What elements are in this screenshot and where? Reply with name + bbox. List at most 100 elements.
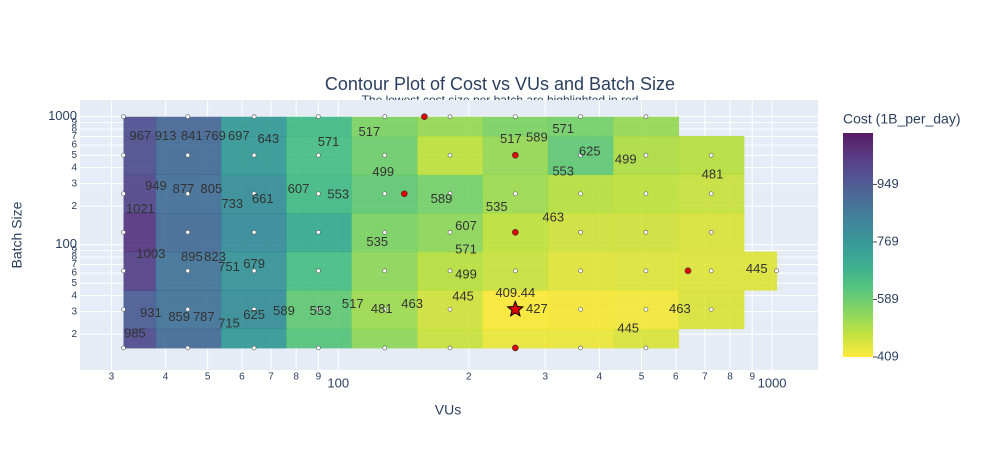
- sample-point: [382, 229, 388, 235]
- sample-point: [185, 345, 191, 351]
- sample-point: [251, 152, 257, 158]
- sample-point: [708, 268, 714, 274]
- sample-point: [382, 345, 388, 351]
- sample-point: [447, 152, 453, 158]
- contour-cell: [417, 116, 484, 137]
- y-tick-label: 3: [71, 306, 77, 317]
- contour-label: 769: [204, 128, 226, 143]
- x-tick-label: 2: [466, 372, 472, 383]
- x-tick-label: 6: [239, 372, 245, 383]
- chart-title: Contour Plot of Cost vs VUs and Batch Si…: [325, 74, 675, 94]
- contour-cell: [123, 213, 157, 253]
- sample-point: [251, 268, 257, 274]
- contour-cell: [123, 135, 157, 175]
- sample-point: [251, 114, 257, 119]
- highlight-point: [512, 228, 519, 236]
- contour-label: 607: [288, 181, 310, 196]
- contour-label: 589: [431, 191, 453, 206]
- y-tick-label: 2: [71, 329, 77, 340]
- contour-label: 679: [243, 256, 265, 271]
- contour-label: 589: [273, 303, 295, 318]
- y-tick-label: 7: [71, 259, 77, 270]
- y-tick-label: 100: [55, 236, 77, 251]
- contour-cell: [155, 328, 222, 349]
- contour-label: 517: [500, 131, 522, 146]
- sample-point: [578, 229, 583, 235]
- contour-label: 805: [200, 181, 222, 196]
- y-tick-label: 4: [71, 162, 77, 173]
- contour-cell: [613, 116, 680, 137]
- sample-point: [578, 191, 583, 197]
- sample-point: [382, 191, 388, 197]
- sample-point: [578, 345, 583, 351]
- y-tick-label: 5: [71, 278, 77, 289]
- y-tick-label: 3: [71, 178, 77, 189]
- sample-point: [185, 307, 191, 312]
- contour-label: 661: [252, 191, 274, 206]
- sample-point: [251, 229, 257, 235]
- best-point: [506, 300, 525, 317]
- sample-point: [643, 229, 649, 235]
- contour-cell: [613, 328, 680, 349]
- contour-cell: [482, 328, 549, 349]
- y-tick-label: 6: [71, 268, 77, 279]
- x-tick-label: 7: [702, 372, 708, 383]
- best-annotation: 409.44: [495, 285, 535, 300]
- sample-point: [185, 152, 191, 158]
- sample-point: [578, 114, 583, 119]
- y-tick-label: 9: [71, 245, 77, 256]
- contour-label: 733: [221, 196, 243, 211]
- sample-point: [121, 152, 126, 158]
- contour-label: 1003: [136, 246, 165, 261]
- contour-cell: [123, 251, 157, 291]
- sample-point: [251, 191, 257, 197]
- contour-label: 499: [372, 164, 394, 179]
- y-tick-label: 2: [71, 201, 77, 212]
- sample-point: [316, 345, 321, 351]
- sample-point: [643, 345, 649, 351]
- contour-cell: [743, 251, 778, 291]
- contour-label: 481: [371, 301, 393, 316]
- sample-point: [578, 307, 583, 312]
- x-tick-label: 9: [316, 372, 322, 383]
- contour-label: 481: [702, 166, 724, 181]
- contour-label: 751: [218, 259, 240, 274]
- x-axis-label: VUs: [435, 402, 461, 418]
- sample-point: [643, 268, 649, 274]
- contour-label: 625: [579, 143, 601, 158]
- x-tick-label: 5: [639, 372, 645, 383]
- sample-point: [708, 152, 714, 158]
- contour-cell: [220, 116, 287, 137]
- contour-label: 445: [452, 288, 474, 303]
- contour-cell: [547, 328, 614, 349]
- sample-point: [643, 114, 649, 119]
- sample-point: [447, 191, 453, 197]
- contour-label: 895: [181, 249, 203, 264]
- contour-label: 427: [526, 301, 548, 316]
- contour-label: 571: [318, 134, 340, 149]
- contour-label: 931: [140, 305, 162, 320]
- colorbar-tick-label: 769: [877, 233, 899, 248]
- sample-point: [578, 152, 583, 158]
- y-tick-label: 8: [71, 252, 77, 263]
- sample-point: [643, 191, 649, 197]
- sample-point: [121, 345, 126, 351]
- sample-point: [251, 345, 257, 351]
- sample-point: [316, 229, 321, 235]
- x-tick-label: 1000: [758, 375, 787, 390]
- x-tick-label: 4: [163, 372, 169, 383]
- highlight-point: [684, 267, 692, 275]
- colorbar-tick-label: 589: [877, 291, 899, 306]
- contour-label: 859: [168, 309, 190, 324]
- contour-label: 823: [204, 249, 226, 264]
- contour-label: 571: [552, 121, 574, 136]
- contour-label: 445: [746, 261, 768, 276]
- contour-cell: [123, 290, 157, 330]
- contour-label: 589: [526, 130, 548, 145]
- contour-label: 535: [366, 234, 388, 249]
- x-tick-label: 8: [727, 372, 733, 383]
- sample-point: [185, 114, 191, 119]
- highlight-point: [400, 190, 408, 198]
- contour-label: 571: [455, 241, 477, 256]
- contour-cell: [123, 174, 157, 214]
